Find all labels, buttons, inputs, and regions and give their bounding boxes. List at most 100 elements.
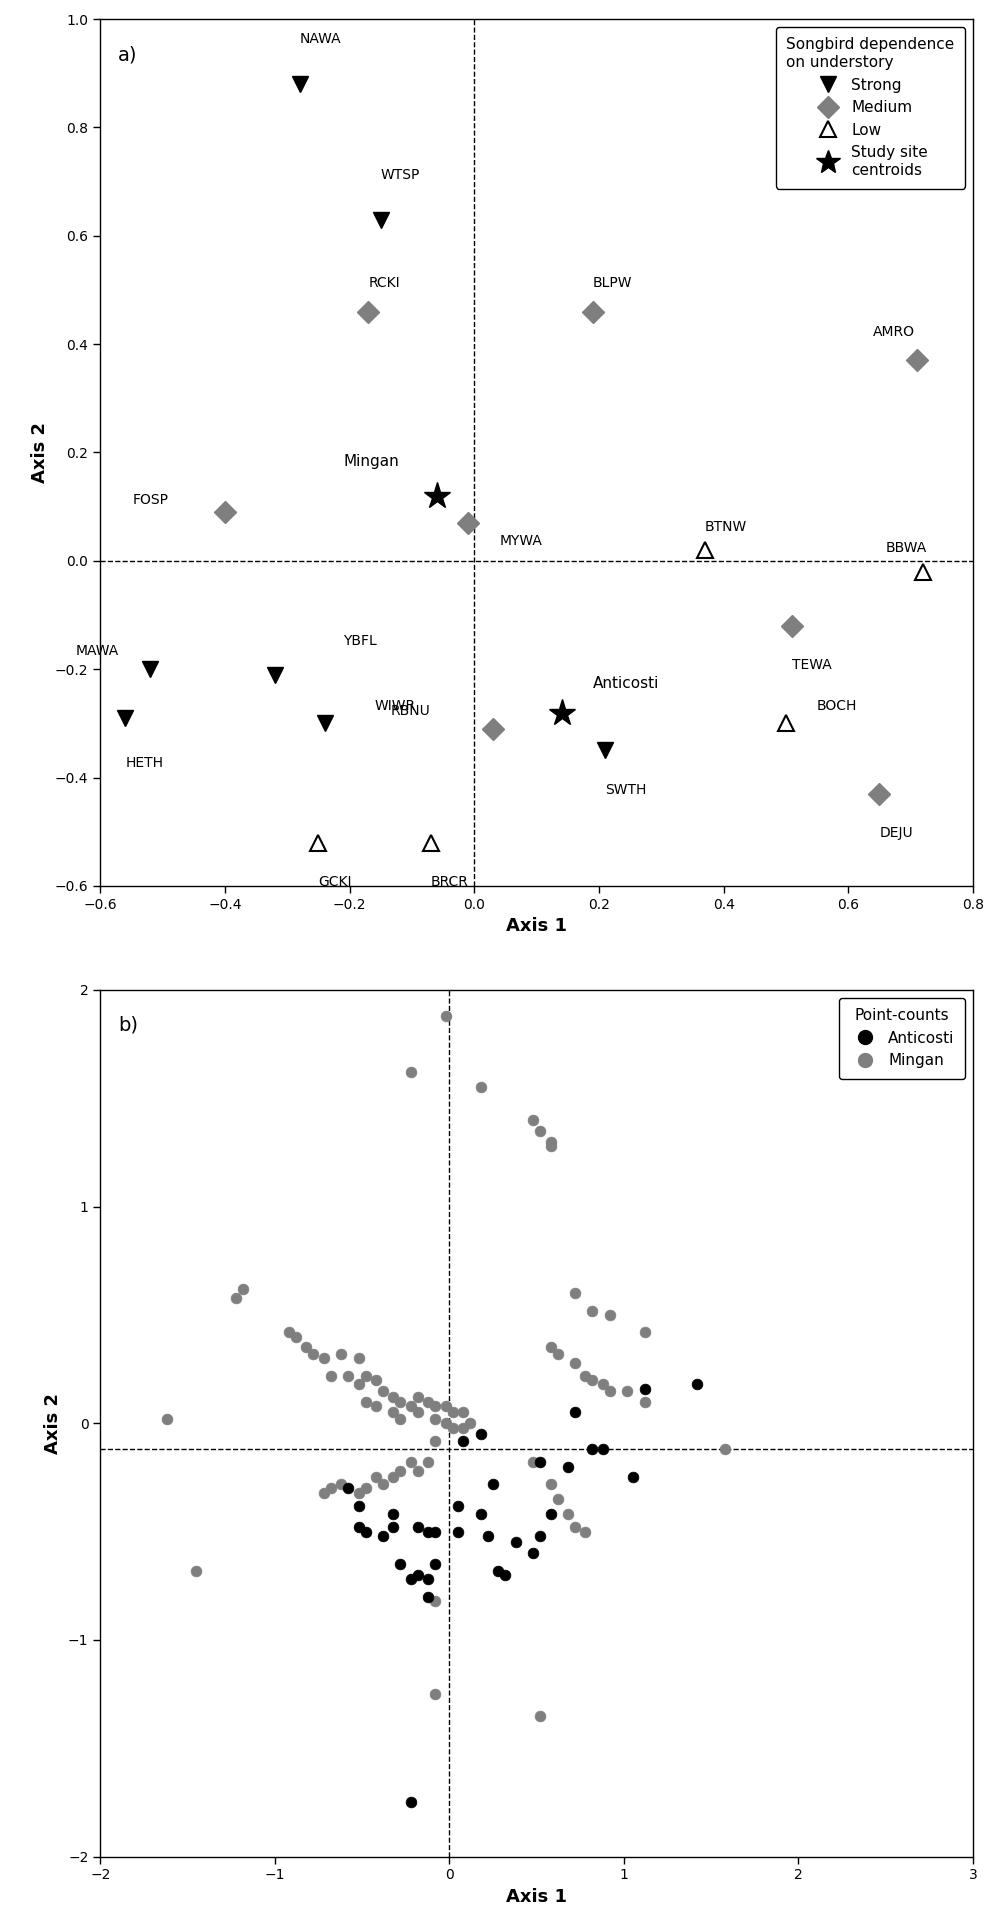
Point xyxy=(716,1434,732,1464)
Point xyxy=(392,1548,408,1579)
Point xyxy=(566,1279,582,1309)
Point xyxy=(497,1560,513,1591)
Point xyxy=(525,1447,541,1478)
Point xyxy=(410,1560,426,1591)
Point xyxy=(531,1700,547,1730)
Point xyxy=(375,1468,391,1499)
Point xyxy=(357,1516,373,1547)
Point xyxy=(410,1512,426,1543)
Text: BTNW: BTNW xyxy=(704,521,746,534)
Point xyxy=(228,1282,244,1313)
Point xyxy=(323,1361,339,1391)
Point xyxy=(688,1369,704,1399)
Text: AMRO: AMRO xyxy=(873,325,914,339)
X-axis label: Axis 1: Axis 1 xyxy=(506,917,566,936)
Point xyxy=(566,1347,582,1378)
Point xyxy=(385,1512,401,1543)
Point xyxy=(577,1361,593,1391)
Point xyxy=(351,1344,367,1374)
Point xyxy=(403,1057,419,1087)
Point xyxy=(351,1478,367,1508)
Point xyxy=(298,1332,314,1363)
Point xyxy=(323,1474,339,1504)
Point xyxy=(410,1397,426,1428)
Point xyxy=(427,1391,443,1422)
Point xyxy=(375,1376,391,1407)
Text: Anticosti: Anticosti xyxy=(592,676,658,691)
Point xyxy=(420,1581,436,1612)
Point xyxy=(438,1409,454,1439)
Point xyxy=(316,1344,332,1374)
Point xyxy=(542,1332,558,1363)
Text: HETH: HETH xyxy=(125,756,163,769)
Point xyxy=(584,1434,600,1464)
Text: a): a) xyxy=(117,46,137,65)
Point xyxy=(403,1447,419,1478)
Point xyxy=(531,1116,547,1146)
Point xyxy=(472,1418,488,1449)
Point xyxy=(559,1451,575,1481)
Point xyxy=(594,1369,610,1399)
Point xyxy=(479,1520,495,1550)
Point xyxy=(450,1491,466,1522)
Point xyxy=(351,1512,367,1543)
Point xyxy=(333,1338,349,1369)
Text: TEWA: TEWA xyxy=(792,658,831,672)
Text: MAWA: MAWA xyxy=(76,645,119,658)
Point xyxy=(392,1455,408,1485)
Point xyxy=(507,1527,523,1558)
Point xyxy=(375,1520,391,1550)
Text: Mingan: Mingan xyxy=(344,454,399,469)
Point xyxy=(305,1338,321,1369)
Point xyxy=(368,1462,384,1493)
Text: NAWA: NAWA xyxy=(300,33,341,46)
Point xyxy=(455,1426,471,1457)
Point xyxy=(542,1131,558,1162)
Point xyxy=(368,1365,384,1395)
Point xyxy=(410,1455,426,1485)
Point xyxy=(427,1403,443,1434)
Point xyxy=(420,1386,436,1416)
Point xyxy=(438,1391,454,1422)
Point xyxy=(392,1386,408,1416)
Point xyxy=(357,1474,373,1504)
Point xyxy=(455,1413,471,1443)
Point xyxy=(462,1409,478,1439)
Point xyxy=(450,1516,466,1547)
Point xyxy=(368,1391,384,1422)
Point xyxy=(444,1397,460,1428)
Point xyxy=(281,1317,297,1347)
Point xyxy=(549,1483,565,1514)
Point xyxy=(444,1413,460,1443)
Text: BRCR: BRCR xyxy=(430,875,468,888)
Point xyxy=(403,1788,419,1818)
Point xyxy=(357,1386,373,1416)
Point xyxy=(385,1499,401,1529)
Point xyxy=(427,1426,443,1457)
Point xyxy=(158,1403,174,1434)
Point xyxy=(316,1478,332,1508)
Point xyxy=(351,1369,367,1399)
Point xyxy=(566,1512,582,1543)
Point xyxy=(485,1468,501,1499)
Text: BBWA: BBWA xyxy=(885,542,926,555)
Text: SWTH: SWTH xyxy=(604,783,646,796)
Point xyxy=(385,1397,401,1428)
Y-axis label: Axis 2: Axis 2 xyxy=(31,421,49,482)
Point xyxy=(427,1679,443,1709)
Point xyxy=(385,1382,401,1413)
Point xyxy=(636,1317,652,1347)
Point xyxy=(420,1516,436,1547)
Point xyxy=(427,1548,443,1579)
Y-axis label: Axis 2: Axis 2 xyxy=(44,1393,62,1455)
Text: YBFL: YBFL xyxy=(343,634,377,647)
X-axis label: Axis 1: Axis 1 xyxy=(506,1887,566,1906)
Point xyxy=(340,1361,356,1391)
Point xyxy=(618,1376,634,1407)
Text: WTSP: WTSP xyxy=(381,168,420,182)
Text: DEJU: DEJU xyxy=(879,827,912,840)
Point xyxy=(438,1001,454,1032)
Point xyxy=(235,1273,252,1303)
Point xyxy=(351,1491,367,1522)
Point xyxy=(542,1125,558,1156)
